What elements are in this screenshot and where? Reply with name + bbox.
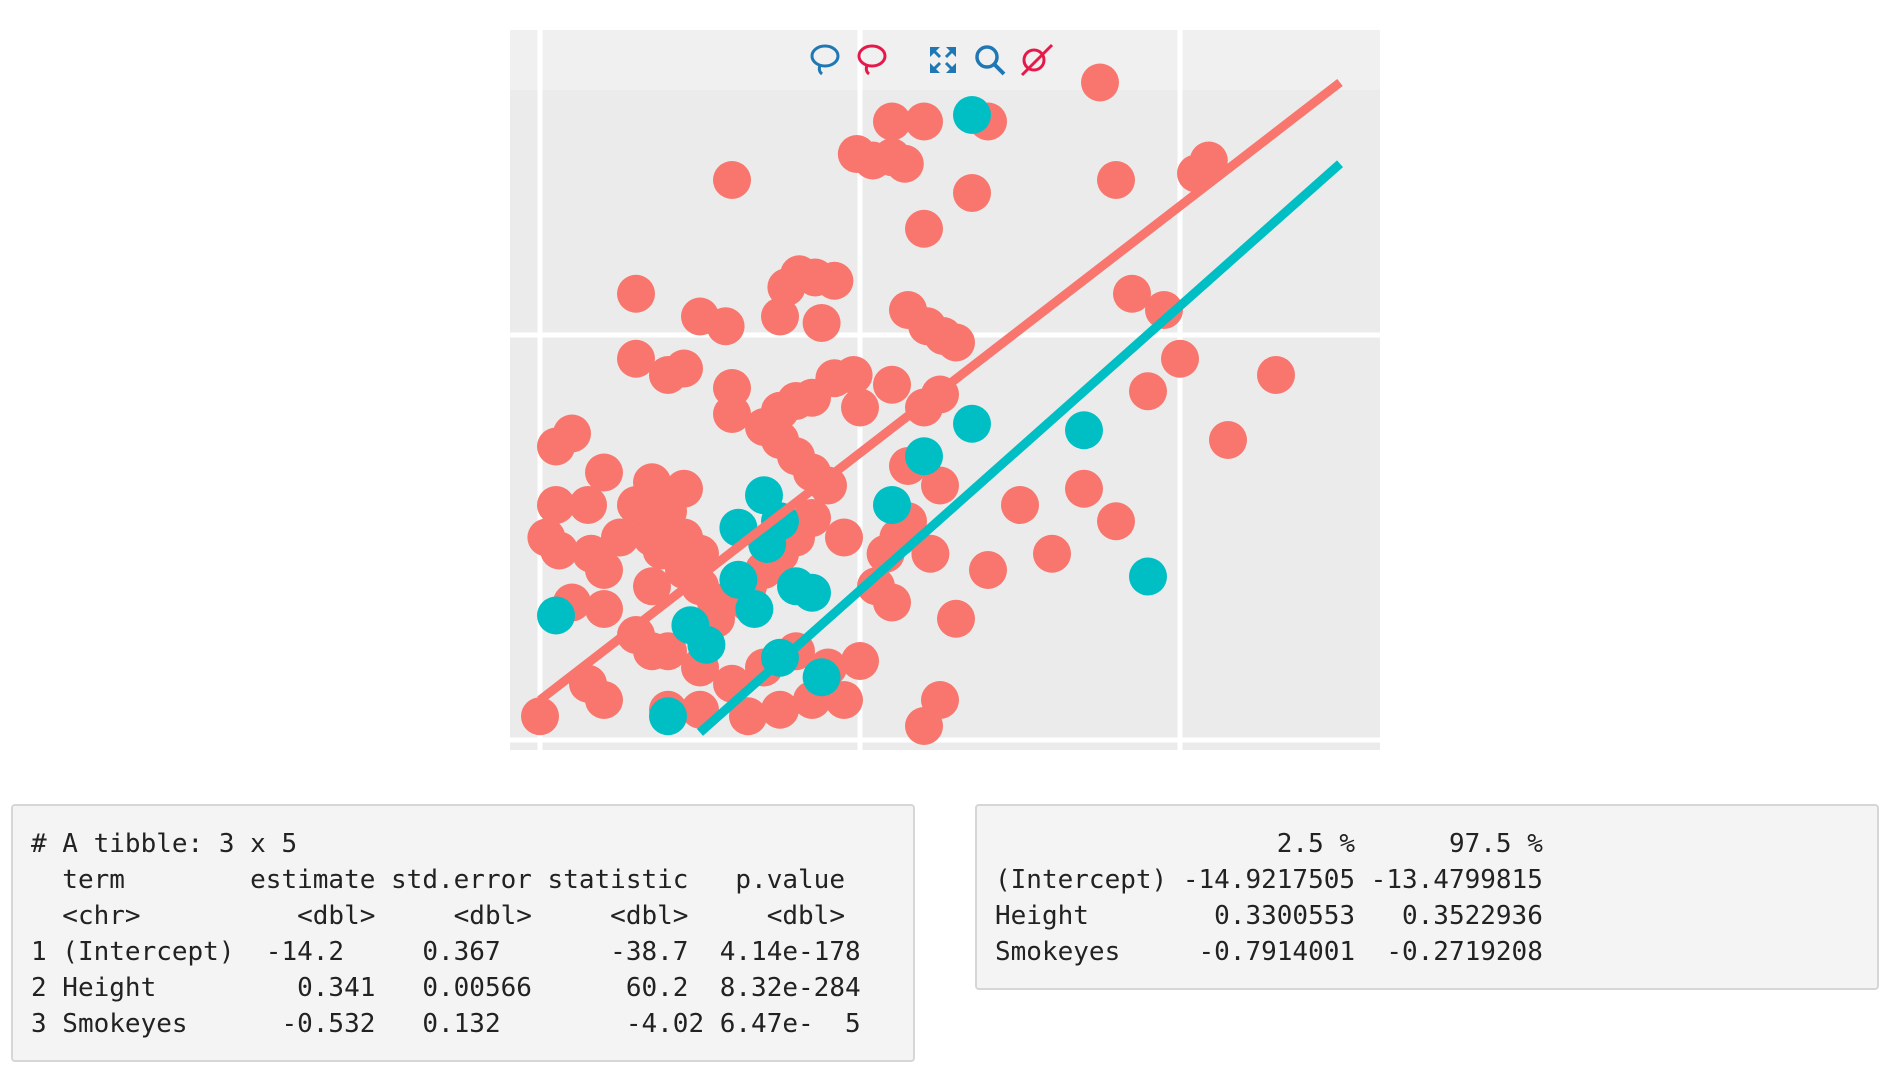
data-point-no[interactable] — [802, 304, 841, 342]
data-point-no[interactable] — [937, 323, 975, 362]
lasso-select-button[interactable] — [805, 40, 845, 80]
data-point-no[interactable] — [1065, 469, 1103, 508]
tidy-line: <chr> <dbl> <dbl> <dbl> <dbl> — [31, 901, 845, 931]
data-point-no[interactable] — [873, 102, 911, 141]
confint-line: (Intercept) -14.9217505 -13.4799815 — [995, 865, 1543, 895]
data-point-no[interactable] — [585, 453, 623, 492]
data-point-no[interactable] — [713, 369, 751, 407]
confint-line: Smokeyes -0.7914001 -0.2719208 — [995, 937, 1543, 967]
data-point-no[interactable] — [1161, 339, 1199, 378]
data-point-no[interactable] — [617, 274, 655, 313]
tidy-output-box: # A tibble: 3 x 5 term estimate std.erro… — [11, 804, 915, 1062]
data-point-no[interactable] — [617, 339, 655, 378]
data-point-no[interactable] — [1189, 141, 1228, 180]
data-point-yes[interactable] — [905, 437, 943, 476]
data-point-no[interactable] — [911, 534, 950, 573]
data-point-yes[interactable] — [671, 606, 710, 645]
plot-modebar — [805, 38, 1064, 82]
data-point-no[interactable] — [885, 144, 924, 183]
confint-output-box: 2.5 % 97.5 % (Intercept) -14.9217505 -13… — [975, 804, 1879, 990]
data-point-no[interactable] — [825, 518, 863, 557]
lasso-deselect-icon — [857, 44, 887, 76]
zoom-button[interactable] — [970, 40, 1010, 80]
data-point-no[interactable] — [537, 486, 575, 524]
confint-line: Height 0.3300553 0.3522936 — [995, 901, 1543, 931]
tidy-output-text: # A tibble: 3 x 5 term estimate std.erro… — [31, 826, 895, 1042]
data-point-yes[interactable] — [735, 590, 774, 628]
data-point-no[interactable] — [953, 174, 991, 212]
data-point-no[interactable] — [633, 567, 671, 606]
autoscale-icon — [930, 47, 956, 73]
data-point-no[interactable] — [937, 599, 975, 638]
data-point-no[interactable] — [585, 681, 623, 719]
data-point-no[interactable] — [713, 161, 751, 199]
data-point-no[interactable] — [1129, 372, 1167, 411]
data-point-yes[interactable] — [1065, 411, 1103, 450]
tidy-line: 3 Smokeyes -0.532 0.132 -4.02 6.47e- 5 — [31, 1009, 861, 1039]
data-point-no[interactable] — [761, 690, 799, 729]
data-point-no[interactable] — [834, 356, 873, 394]
data-point-no[interactable] — [665, 349, 703, 388]
data-point-no[interactable] — [815, 261, 854, 300]
lasso-select-icon — [810, 44, 840, 76]
data-point-no[interactable] — [633, 632, 671, 671]
data-point-no[interactable] — [1097, 502, 1135, 541]
confint-line: 2.5 % 97.5 % — [995, 829, 1543, 859]
data-point-no[interactable] — [1113, 274, 1151, 313]
data-point-no[interactable] — [969, 551, 1007, 589]
data-point-yes[interactable] — [537, 596, 575, 635]
data-point-no[interactable] — [793, 499, 831, 537]
data-point-no[interactable] — [713, 395, 751, 433]
data-point-no[interactable] — [1033, 534, 1071, 573]
data-point-no[interactable] — [521, 697, 559, 736]
lasso-deselect-button[interactable] — [852, 40, 892, 80]
confint-output-text: 2.5 % 97.5 % (Intercept) -14.9217505 -13… — [995, 826, 1859, 970]
data-point-yes[interactable] — [953, 404, 991, 443]
data-point-yes[interactable] — [802, 658, 841, 697]
data-point-no[interactable] — [537, 427, 575, 466]
tidy-line: # A tibble: 3 x 5 — [31, 829, 298, 859]
data-point-no[interactable] — [873, 365, 911, 404]
data-point-no[interactable] — [841, 388, 879, 427]
tidy-line: 1 (Intercept) -14.2 0.367 -38.7 4.14e-17… — [31, 937, 861, 967]
data-point-no[interactable] — [585, 551, 623, 589]
plot-marks — [521, 63, 1343, 745]
data-point-no[interactable] — [905, 707, 943, 745]
data-point-no[interactable] — [585, 590, 623, 628]
data-point-no[interactable] — [1209, 421, 1247, 459]
scatter-plot[interactable] — [0, 0, 1888, 760]
data-point-no[interactable] — [921, 466, 959, 505]
data-point-no[interactable] — [1145, 291, 1183, 329]
data-point-no[interactable] — [905, 209, 943, 248]
autoscale-button[interactable] — [923, 40, 963, 80]
regression-line-yes — [697, 160, 1343, 736]
data-point-yes[interactable] — [793, 573, 831, 612]
data-point-yes[interactable] — [1129, 557, 1167, 596]
data-point-no[interactable] — [1257, 356, 1295, 394]
tidy-line: term estimate std.error statistic p.valu… — [31, 865, 845, 895]
tidy-line: 2 Height 0.341 0.00566 60.2 8.32e-284 — [31, 973, 861, 1003]
reset-selection-button[interactable] — [1017, 40, 1057, 80]
plot-area[interactable] — [0, 0, 1888, 760]
data-point-no[interactable] — [1001, 486, 1039, 524]
data-point-yes[interactable] — [649, 697, 687, 736]
data-point-yes[interactable] — [953, 96, 991, 134]
data-point-no[interactable] — [1081, 63, 1119, 102]
data-point-no[interactable] — [706, 307, 745, 346]
data-point-no[interactable] — [841, 642, 879, 680]
data-point-no[interactable] — [761, 297, 799, 336]
data-point-yes[interactable] — [873, 486, 911, 524]
data-point-no[interactable] — [540, 531, 579, 570]
data-point-no[interactable] — [729, 697, 767, 736]
modebar-backdrop — [510, 30, 1380, 90]
data-point-no[interactable] — [905, 102, 943, 141]
reset-selection-icon — [1020, 43, 1054, 77]
data-point-no[interactable] — [569, 486, 607, 524]
zoom-icon — [975, 45, 1006, 76]
data-point-no[interactable] — [857, 567, 895, 606]
data-point-no[interactable] — [1097, 161, 1135, 199]
data-point-no[interactable] — [601, 518, 639, 557]
regression-line-no — [537, 78, 1343, 704]
data-point-yes[interactable] — [719, 560, 758, 599]
